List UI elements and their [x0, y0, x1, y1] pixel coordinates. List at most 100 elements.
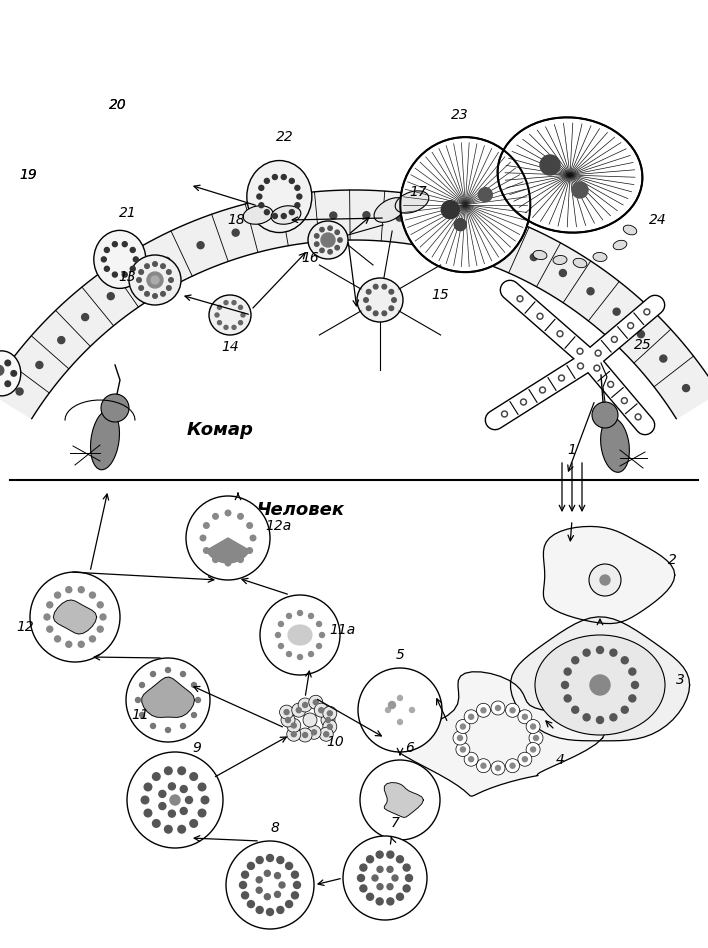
Circle shape — [358, 874, 365, 882]
Circle shape — [257, 194, 262, 199]
Ellipse shape — [395, 191, 429, 213]
Circle shape — [428, 219, 435, 227]
Circle shape — [256, 877, 262, 883]
Circle shape — [285, 901, 292, 907]
Circle shape — [226, 841, 314, 929]
Circle shape — [629, 324, 632, 327]
Circle shape — [460, 747, 465, 752]
Circle shape — [660, 356, 667, 362]
Circle shape — [320, 248, 324, 252]
Circle shape — [539, 315, 542, 318]
Circle shape — [319, 632, 324, 637]
Circle shape — [526, 742, 540, 757]
Circle shape — [302, 733, 307, 738]
Circle shape — [212, 556, 218, 562]
Text: 8: 8 — [270, 821, 280, 835]
Ellipse shape — [93, 230, 146, 288]
Circle shape — [297, 654, 302, 660]
Text: 4: 4 — [556, 753, 564, 767]
Circle shape — [5, 360, 11, 366]
Circle shape — [281, 713, 295, 727]
Circle shape — [287, 719, 301, 733]
Circle shape — [392, 875, 398, 881]
Circle shape — [278, 644, 283, 648]
Circle shape — [373, 311, 378, 316]
Circle shape — [610, 714, 617, 720]
Text: 17: 17 — [409, 185, 427, 199]
Circle shape — [327, 711, 332, 716]
Text: 22: 22 — [275, 130, 293, 143]
Circle shape — [382, 284, 387, 289]
Circle shape — [456, 720, 470, 734]
Circle shape — [101, 394, 129, 422]
Circle shape — [324, 732, 329, 737]
Circle shape — [292, 892, 299, 899]
Ellipse shape — [593, 252, 607, 262]
Circle shape — [594, 365, 600, 371]
Circle shape — [241, 892, 249, 899]
Circle shape — [260, 595, 340, 675]
Circle shape — [326, 718, 331, 722]
Circle shape — [256, 857, 263, 864]
Circle shape — [403, 864, 410, 871]
Circle shape — [373, 284, 378, 289]
Circle shape — [264, 210, 269, 214]
Polygon shape — [53, 600, 96, 634]
Circle shape — [367, 856, 374, 863]
Circle shape — [683, 385, 690, 392]
Circle shape — [166, 285, 171, 290]
Circle shape — [291, 723, 296, 728]
Circle shape — [144, 783, 152, 791]
Text: 24: 24 — [649, 213, 667, 227]
Circle shape — [320, 228, 324, 232]
Text: 20: 20 — [109, 98, 127, 112]
Circle shape — [622, 397, 627, 404]
Circle shape — [139, 269, 144, 274]
Circle shape — [646, 310, 649, 314]
Circle shape — [295, 186, 300, 191]
Circle shape — [589, 564, 621, 596]
Circle shape — [97, 602, 103, 608]
Text: Комар: Комар — [187, 421, 253, 439]
Circle shape — [198, 810, 206, 817]
Circle shape — [191, 713, 197, 718]
Circle shape — [55, 636, 61, 642]
Circle shape — [621, 706, 628, 713]
Circle shape — [166, 269, 171, 274]
Text: 7: 7 — [391, 816, 399, 830]
Circle shape — [203, 522, 209, 528]
Circle shape — [217, 305, 222, 309]
Circle shape — [343, 836, 427, 920]
Circle shape — [496, 765, 501, 771]
Ellipse shape — [553, 255, 567, 264]
Circle shape — [314, 242, 319, 246]
Circle shape — [198, 783, 206, 791]
Circle shape — [559, 375, 564, 381]
Circle shape — [259, 186, 264, 191]
Circle shape — [152, 820, 160, 828]
Circle shape — [122, 242, 127, 246]
Circle shape — [170, 795, 180, 805]
Circle shape — [578, 363, 583, 369]
Circle shape — [104, 247, 109, 252]
Circle shape — [397, 720, 403, 724]
Circle shape — [186, 496, 270, 580]
Circle shape — [328, 226, 332, 230]
Circle shape — [256, 887, 262, 893]
Circle shape — [392, 298, 396, 302]
Circle shape — [578, 350, 581, 353]
Circle shape — [583, 714, 590, 720]
Circle shape — [16, 388, 23, 395]
Circle shape — [191, 683, 197, 687]
Circle shape — [153, 294, 157, 299]
Circle shape — [104, 266, 109, 271]
Circle shape — [613, 337, 616, 341]
Circle shape — [201, 796, 209, 804]
Circle shape — [530, 724, 536, 729]
Circle shape — [298, 728, 312, 742]
Circle shape — [135, 698, 140, 702]
Circle shape — [281, 213, 286, 219]
Circle shape — [520, 399, 527, 405]
Circle shape — [559, 332, 561, 336]
Circle shape — [55, 592, 61, 598]
